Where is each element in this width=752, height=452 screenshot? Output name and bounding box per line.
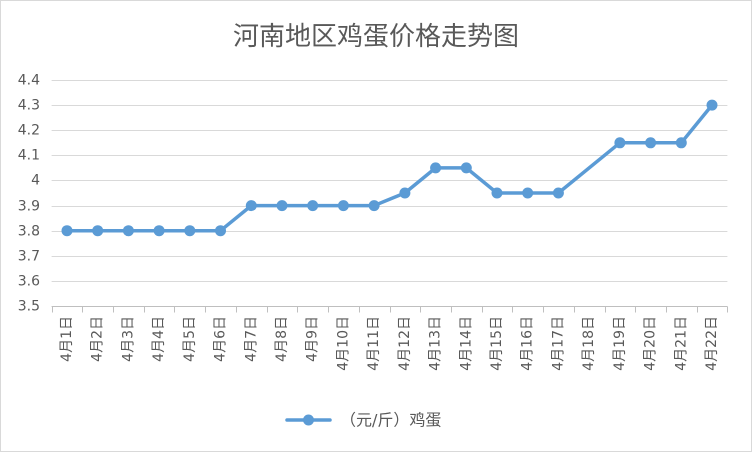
legend-label: （元/斤）鸡蛋 [340, 411, 441, 430]
data-point-marker [153, 225, 165, 237]
data-point-marker [184, 225, 196, 237]
y-tick-label: 4.1 [18, 148, 40, 164]
data-point-marker [368, 200, 380, 212]
y-tick-label: 3.6 [18, 274, 40, 290]
y-tick-label: 3.7 [18, 249, 40, 265]
legend-marker-swatch [303, 414, 314, 426]
series-layer [61, 99, 718, 237]
x-tick-label: 4月14日 [458, 316, 474, 371]
x-tick-label: 4月3日 [120, 316, 136, 362]
data-point-marker [491, 187, 503, 199]
data-point-marker [675, 137, 687, 149]
y-tick-label: 3.8 [18, 224, 40, 240]
x-tick-label: 4月12日 [397, 316, 413, 371]
tick-labels: 3.5 3.6 3.7 3.8 3.9 4 4.1 4.2 4.3 4.4 4月1日 4月2日 4月3日… [18, 73, 720, 371]
data-point-marker [245, 200, 257, 212]
legend: （元/斤）鸡蛋 [285, 411, 441, 430]
data-point-marker [307, 200, 319, 212]
y-tick-label: 4.2 [18, 123, 40, 139]
data-point-marker [522, 187, 534, 199]
data-point-marker [399, 187, 411, 199]
x-tick-label: 4月17日 [550, 316, 566, 371]
y-tick-label: 4.4 [18, 73, 40, 89]
axes [51, 306, 728, 313]
data-point-marker [430, 162, 442, 174]
x-tick-label: 4月13日 [428, 316, 444, 371]
x-tick-label: 4月11日 [366, 316, 382, 371]
x-tick-label: 4月22日 [704, 316, 720, 371]
data-point-marker [645, 137, 657, 149]
data-point-marker [337, 200, 349, 212]
x-tick-label: 4月6日 [213, 316, 229, 362]
data-point-marker [215, 225, 226, 237]
x-tick-label: 4月16日 [520, 316, 536, 371]
y-tick-label: 3.5 [18, 299, 40, 315]
x-tick-label: 4月20日 [643, 316, 659, 371]
data-point-marker [61, 225, 73, 237]
x-tick-label: 4月18日 [581, 316, 597, 371]
x-tick-label: 4月21日 [673, 316, 689, 371]
y-tick-label: 4 [31, 173, 40, 189]
x-tick-label: 4月1日 [59, 316, 75, 362]
data-point-marker [92, 225, 104, 237]
x-tick-label: 4月5日 [182, 316, 198, 362]
x-tick-label: 4月4日 [151, 316, 167, 362]
data-point-marker [614, 137, 626, 149]
y-tick-label: 4.3 [18, 98, 40, 114]
chart-title: 河南地区鸡蛋价格走势图 [233, 22, 519, 52]
x-tick-label: 4月9日 [305, 316, 321, 362]
data-point-marker [276, 200, 288, 212]
x-tick-label: 4月19日 [612, 316, 628, 371]
data-point-marker [706, 99, 718, 111]
y-tick-label: 3.9 [18, 199, 40, 215]
x-tick-label: 4月8日 [274, 316, 290, 362]
x-tick-label: 4月2日 [90, 316, 106, 362]
data-point-marker [552, 187, 564, 199]
x-tick-label: 4月15日 [489, 316, 505, 371]
x-tick-label: 4月7日 [243, 316, 259, 362]
data-point-marker [460, 162, 472, 174]
x-tick-label: 4月10日 [335, 316, 351, 371]
data-point-marker [122, 225, 134, 237]
